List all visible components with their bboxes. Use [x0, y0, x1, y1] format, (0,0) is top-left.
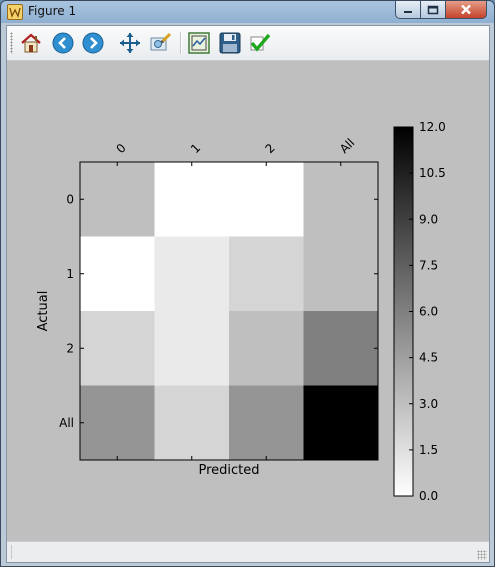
axes-frame	[79, 161, 379, 461]
colorbar-tick-label: 6.0	[419, 305, 438, 319]
heatmap-cell	[154, 162, 230, 237]
forward-button[interactable]	[81, 31, 105, 55]
figure-canvas[interactable]: 0 1 2 All 0 1 2 All Predicted Actual 0.0 1.5 3.0…	[7, 61, 489, 541]
heatmap-cell	[154, 311, 230, 386]
colorbar-tick-label: 1.5	[419, 443, 438, 457]
y-tick-label: All	[59, 416, 74, 430]
pan-button[interactable]	[118, 31, 142, 55]
heatmap-cell	[80, 162, 155, 237]
title-bar[interactable]: Figure 1	[1, 1, 494, 23]
y-tick-label: 2	[66, 341, 74, 355]
heatmap-cell	[303, 236, 379, 312]
subplots-button[interactable]	[187, 31, 211, 55]
window-title: Figure 1	[28, 4, 77, 18]
colorbar-tick-label: 4.5	[419, 351, 438, 365]
status-bar	[7, 541, 489, 562]
heatmap-cell	[303, 162, 379, 237]
heatmap-cell	[154, 236, 230, 312]
colorbar-tick-label: 12.0	[419, 120, 446, 134]
colorbar-tick-label: 10.5	[419, 166, 446, 180]
navigation-toolbar	[7, 26, 489, 61]
y-axis-ticks: 0 1 2 All	[59, 192, 378, 430]
home-button[interactable]	[19, 31, 43, 55]
minimize-icon	[404, 10, 412, 13]
colorbar-tick-label: 3.0	[419, 397, 438, 411]
close-icon	[461, 4, 471, 15]
figure-client-area: 0 1 2 All 0 1 2 All Predicted Actual 0.0 1.5 3.0…	[6, 25, 490, 563]
maximize-icon	[427, 5, 439, 14]
y-tick-label: 1	[66, 267, 74, 281]
forward-arrow-icon	[82, 32, 104, 54]
minimize-button[interactable]	[395, 1, 421, 19]
app-icon	[7, 4, 23, 20]
resize-grip[interactable]	[477, 550, 487, 560]
heatmap-cell	[229, 311, 304, 386]
heatmap-cell	[80, 311, 155, 386]
checkmark-icon	[250, 33, 271, 52]
colorbar-tick-label: 7.5	[419, 258, 438, 272]
heatmap-cell	[154, 385, 230, 461]
y-axis-label: Actual	[36, 291, 51, 332]
x-axis-label: Predicted	[198, 463, 259, 478]
colorbar-tick-label: 0.0	[419, 489, 438, 503]
heatmap-cell	[303, 385, 379, 461]
close-button[interactable]	[445, 1, 487, 19]
subplots-config-icon	[188, 32, 210, 54]
heatmap-cell	[229, 385, 304, 461]
pan-arrows-icon	[120, 33, 140, 53]
heatmap-cell	[229, 236, 304, 312]
colorbar-tick-label: 9.0	[419, 212, 438, 226]
heatmap-axes	[79, 161, 379, 461]
toolbar-grip[interactable]	[10, 32, 13, 54]
zoom-rect-icon	[150, 32, 172, 51]
heatmap-cell	[303, 311, 379, 386]
heatmap-cell	[80, 385, 155, 461]
save-button[interactable]	[218, 31, 242, 55]
toolbar-separator	[180, 32, 181, 54]
edit-button[interactable]	[248, 31, 272, 55]
heatmap-cell	[229, 162, 304, 237]
maximize-button[interactable]	[420, 1, 446, 19]
colorbar: 0.0 1.5 3.0 4.5 6.0 7.5 9.0 10.5 12.0	[393, 120, 446, 503]
heatmap-cell	[80, 236, 155, 312]
y-tick-label: 0	[66, 192, 74, 206]
floppy-disk-icon	[219, 32, 241, 54]
statusbar-separator	[11, 545, 12, 559]
zoom-button[interactable]	[149, 31, 173, 55]
home-icon	[21, 33, 41, 53]
back-button[interactable]	[51, 31, 75, 55]
back-arrow-icon	[52, 32, 74, 54]
